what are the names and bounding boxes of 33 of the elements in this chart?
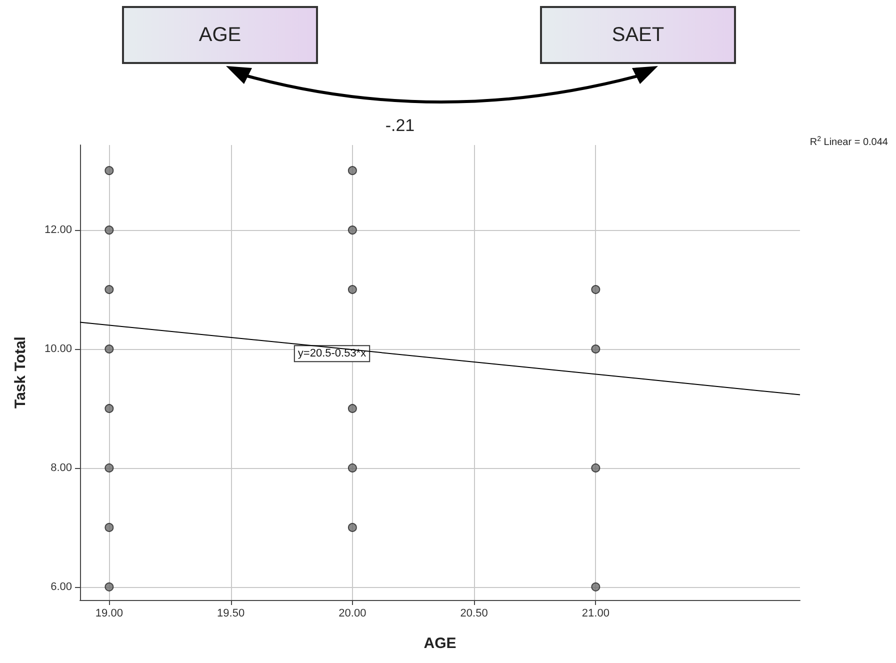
x-tick-label: 20.50	[460, 608, 488, 620]
point	[104, 522, 114, 532]
x-tick-label: 20.00	[338, 608, 366, 620]
x-tick-label: 19.00	[95, 608, 123, 620]
point	[104, 404, 114, 413]
point	[348, 463, 357, 472]
y-tick-label: 12.00	[44, 224, 72, 236]
point	[104, 582, 114, 592]
point	[104, 226, 114, 235]
point	[591, 463, 600, 472]
point	[348, 226, 357, 235]
point	[104, 463, 114, 472]
point	[104, 285, 114, 294]
x-tick-label: 21.00	[582, 608, 610, 620]
text: -.21	[384, 116, 416, 136]
point	[104, 166, 114, 176]
y-tick-label: 6.00	[50, 580, 72, 593]
text-box: AGE	[122, 6, 318, 64]
point	[591, 582, 600, 592]
point	[591, 344, 600, 354]
x-tick-label: 19.50	[217, 608, 245, 620]
y-tick-label: 10.00	[44, 343, 72, 356]
point	[348, 166, 357, 176]
x-axis-title: AGE	[424, 635, 456, 652]
y-tick-label: 8.00	[50, 462, 72, 474]
y-axis-title: Task Total	[12, 336, 29, 408]
point	[348, 522, 357, 532]
annotation: y=20.5-0.53*x	[298, 348, 367, 360]
point	[348, 404, 357, 413]
text-box: SAET	[540, 6, 736, 64]
point	[348, 285, 357, 294]
point	[591, 285, 600, 294]
point	[104, 344, 114, 354]
